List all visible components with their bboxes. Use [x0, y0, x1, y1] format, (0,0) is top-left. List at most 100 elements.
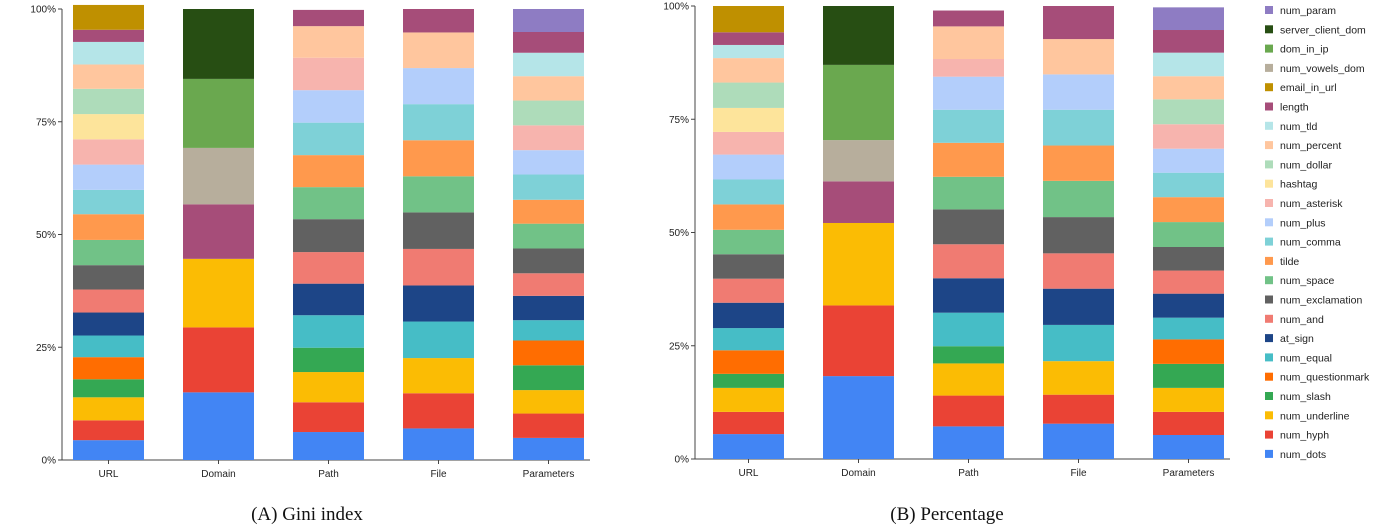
- legend-label: num_plus: [1280, 217, 1326, 229]
- y-tick-label: 100%: [663, 2, 689, 13]
- bar-segment-num-equal: [403, 321, 474, 359]
- bar-segment-length: [1043, 6, 1114, 40]
- caption-b: (B) Percentage: [890, 504, 1003, 525]
- legend-item-num-questionmark: num_questionmark: [1265, 372, 1370, 384]
- bar-segment-at-sign: [293, 283, 364, 316]
- legend-swatch: [1265, 218, 1273, 227]
- bar-segment-num-hyph: [403, 393, 474, 429]
- bar-segment-num-space: [293, 187, 364, 220]
- legend-item-tilde: tilde: [1265, 256, 1299, 268]
- legend-label: num_tld: [1280, 121, 1318, 133]
- bar-segment-num-asterisk: [293, 57, 364, 91]
- bar-segment-num-dots: [1153, 434, 1224, 459]
- bar-segment-num-dots: [513, 437, 584, 460]
- bar-segment-num-and: [293, 252, 364, 284]
- caption-a: (A) Gini index: [251, 504, 363, 525]
- y-tick-label: 50%: [36, 230, 56, 241]
- bar-segment-num-comma: [513, 174, 584, 200]
- legend-label: num_exclamation: [1280, 295, 1362, 307]
- bar-segment-num-exclamation: [73, 265, 144, 290]
- legend-swatch: [1265, 102, 1273, 111]
- legend-item-num-space: num_space: [1265, 275, 1334, 287]
- y-tick-label: 25%: [36, 343, 56, 354]
- bar-segment-num-comma: [403, 104, 474, 141]
- bar-segment-num-percent: [403, 32, 474, 69]
- legend-label: num_slash: [1280, 391, 1331, 403]
- bar-segment-num-asterisk: [713, 131, 784, 155]
- bar-segment-tilde: [403, 140, 474, 177]
- bar-segment-tilde: [73, 214, 144, 240]
- bar-segment-num-dots: [183, 392, 254, 460]
- bar-segment-num-plus: [1043, 74, 1114, 110]
- bar-segment-num-comma: [293, 122, 364, 156]
- legend-label: num_dots: [1280, 449, 1326, 461]
- legend-label: tilde: [1280, 256, 1299, 268]
- bar-segment-server-client-dom: [823, 6, 894, 65]
- x-tick-label: Path: [318, 469, 339, 480]
- legend-swatch: [1265, 83, 1273, 92]
- legend-item-length: length: [1265, 102, 1309, 114]
- bar-segment-num-dollar: [713, 82, 784, 108]
- legend-item-num-hyph: num_hyph: [1265, 430, 1329, 442]
- bar-segment-num-hyph: [73, 420, 144, 441]
- bar-segment-length: [513, 32, 584, 53]
- bar-segment-at-sign: [403, 285, 474, 322]
- legend-label: num_underline: [1280, 410, 1350, 422]
- bar-segment-at-sign: [1043, 288, 1114, 325]
- bar-segment-tilde: [713, 204, 784, 230]
- bar-segment-length: [823, 181, 894, 223]
- bar-segment-num-dollar: [1153, 99, 1224, 125]
- legend-item-dom-in-ip: dom_in_ip: [1265, 44, 1329, 56]
- bar-segment-num-space: [933, 176, 1004, 210]
- bar-segment-length: [73, 29, 144, 42]
- legend-label: email_in_url: [1280, 82, 1337, 94]
- bar-segment-num-percent: [1043, 39, 1114, 75]
- bar-segment-tilde: [1153, 197, 1224, 223]
- bar-segment-num-dots: [823, 376, 894, 459]
- bar-segment-num-exclamation: [713, 254, 784, 279]
- y-tick-label: 75%: [36, 117, 56, 128]
- bar-segment-num-asterisk: [73, 139, 144, 165]
- bar-segment-num-percent: [513, 76, 584, 101]
- bar-segment-num-plus: [403, 68, 474, 105]
- bar-segment-num-and: [1153, 270, 1224, 294]
- legend-item-hashtag: hashtag: [1265, 179, 1318, 191]
- legend-label: num_percent: [1280, 140, 1341, 152]
- legend-swatch: [1265, 121, 1273, 130]
- legend-label: num_questionmark: [1280, 372, 1370, 384]
- bar-segment-num-underline: [513, 390, 584, 414]
- legend-swatch: [1265, 295, 1273, 304]
- bar-segment-num-equal: [513, 320, 584, 341]
- legend-swatch: [1265, 199, 1273, 207]
- legend-item-num-dollar: num_dollar: [1265, 159, 1332, 171]
- legend-item-num-percent: num_percent: [1265, 140, 1341, 152]
- bar-segment-at-sign: [933, 278, 1004, 313]
- x-tick-label: Path: [958, 468, 979, 479]
- legend-item-num-slash: num_slash: [1265, 391, 1331, 403]
- legend-label: at_sign: [1280, 333, 1314, 345]
- bar-segment-num-plus: [513, 150, 584, 175]
- bar-segment-num-equal: [1153, 317, 1224, 340]
- bar-segment-num-space: [513, 223, 584, 249]
- legend-label: num_equal: [1280, 352, 1332, 364]
- legend-item-num-exclamation: num_exclamation: [1265, 295, 1362, 307]
- legend-item-num-param: num_param: [1265, 5, 1336, 17]
- legend-swatch: [1265, 44, 1273, 53]
- bar-segment-num-underline: [823, 222, 894, 306]
- bar-segment-num-underline: [183, 258, 254, 328]
- bar-segment-num-hyph: [183, 327, 254, 393]
- legend-swatch: [1265, 372, 1273, 381]
- bar-segment-num-and: [713, 278, 784, 303]
- bar-segment-num-percent: [1153, 76, 1224, 100]
- bar-segment-num-percent: [933, 26, 1004, 60]
- bar-segment-length: [713, 32, 784, 45]
- bar-segment-num-dots: [403, 428, 474, 460]
- legend-swatch: [1265, 411, 1273, 420]
- bar-segment-email-in-url: [713, 6, 784, 33]
- legend-swatch: [1265, 276, 1273, 285]
- bar-segment-at-sign: [713, 302, 784, 329]
- legend-label: num_comma: [1280, 237, 1341, 249]
- bar-segment-num-slash: [73, 379, 144, 398]
- bar-segment-length: [933, 10, 1004, 27]
- legend-label: num_vowels_dom: [1280, 63, 1365, 75]
